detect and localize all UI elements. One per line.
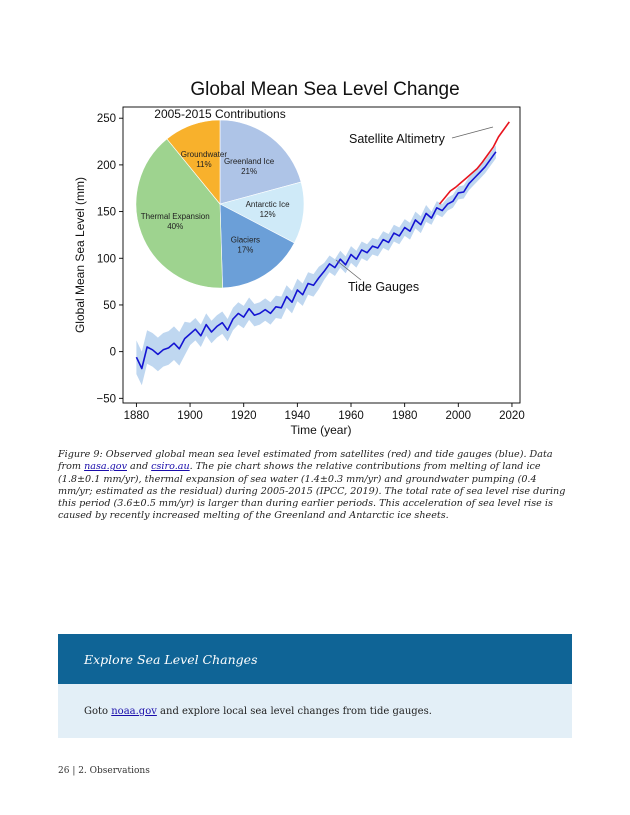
satellite-altimetry-line bbox=[438, 121, 510, 205]
tide-gauges-pointer bbox=[335, 259, 362, 281]
pie-label-antarctic-ice: Antarctic Ice bbox=[246, 200, 291, 209]
tide-gauge-line bbox=[135, 151, 497, 370]
pie-title: 2005-2015 Contributions bbox=[154, 107, 285, 121]
pie-percent-greenland-ice: 21% bbox=[241, 167, 257, 176]
explore-callout: Explore Sea Level Changes Goto noaa.gov … bbox=[58, 634, 572, 738]
x-tick-label: 1980 bbox=[392, 410, 418, 422]
x-tick-label: 1920 bbox=[231, 410, 257, 422]
x-tick-label: 1900 bbox=[177, 410, 203, 422]
pie-percent-thermal-expansion: 40% bbox=[167, 222, 183, 231]
caption-text-3: . The pie chart shows the relative contr… bbox=[58, 461, 566, 522]
pie-slice-groundwater bbox=[166, 119, 221, 205]
caption-text-1: Figure 9: Observed global mean sea level… bbox=[58, 449, 553, 473]
series-group bbox=[135, 121, 510, 370]
sea-level-chart: Global Mean Sea Level Change 1880 1900 192… bbox=[73, 79, 525, 437]
annotation-tide-gauges: Tide Gauges bbox=[348, 280, 419, 294]
figure-caption: Figure 9: Observed global mean sea level… bbox=[58, 449, 570, 523]
x-tick-label: 2000 bbox=[446, 410, 472, 422]
x-tick-label: 2020 bbox=[499, 410, 525, 422]
x-tick-label: 1880 bbox=[124, 410, 150, 422]
axes-group: 1880 1900 1920 1940 1960 1980 2000 2020 −50 0 50 10… bbox=[96, 113, 524, 422]
callout-text-pre: Goto bbox=[84, 705, 112, 717]
y-axis-label: Global Mean Sea Level (mm) bbox=[73, 177, 87, 333]
pie-slice-greenland-ice bbox=[219, 119, 302, 205]
nasa-link[interactable]: nasa.gov bbox=[84, 461, 127, 473]
callout-text-post: and explore local sea level changes from… bbox=[156, 705, 432, 717]
annotation-satellite-altimetry: Satellite Altimetry bbox=[349, 132, 446, 146]
satellite-altimetry-pointer bbox=[451, 126, 494, 139]
annotations: Satellite Altimetry Tide Gauges bbox=[335, 126, 494, 294]
pie-slice-antarctic-ice bbox=[219, 181, 305, 244]
y-tick-label: 50 bbox=[103, 300, 116, 312]
callout-body: Goto noaa.gov and explore local sea leve… bbox=[58, 684, 572, 738]
callout-title: Explore Sea Level Changes bbox=[84, 651, 258, 667]
csiro-link[interactable]: csiro.au bbox=[151, 461, 190, 473]
pie-slice-thermal-expansion bbox=[135, 138, 223, 289]
chart-title: Global Mean Sea Level Change bbox=[190, 79, 459, 100]
callout-header: Explore Sea Level Changes bbox=[58, 634, 572, 684]
noaa-link[interactable]: noaa.gov bbox=[111, 705, 157, 717]
pie-percent-antarctic-ice: 12% bbox=[260, 210, 276, 219]
x-tick-label: 1940 bbox=[285, 410, 311, 422]
y-tick-label: 250 bbox=[97, 113, 116, 125]
pie-slice-glaciers bbox=[219, 203, 295, 289]
y-tick-label: 0 bbox=[110, 347, 116, 359]
pie-label-thermal-expansion: Thermal Expansion bbox=[141, 212, 210, 221]
pie-percent-glaciers: 17% bbox=[237, 246, 253, 255]
page-footer: 26 | 2. Observations bbox=[58, 766, 150, 776]
y-tick-label: 100 bbox=[97, 253, 116, 265]
pie-label-greenland-ice: Greenland Ice bbox=[224, 157, 275, 166]
pie-percent-groundwater: 11% bbox=[196, 160, 211, 169]
pie-label-glaciers: Glaciers bbox=[231, 236, 260, 245]
x-tick-label: 1960 bbox=[338, 410, 364, 422]
pie-label-groundwater: Groundwater bbox=[181, 150, 228, 159]
y-tick-label: 150 bbox=[97, 207, 116, 219]
callout-text: Goto noaa.gov and explore local sea leve… bbox=[84, 706, 432, 717]
caption-text-2: and bbox=[127, 461, 152, 473]
plot-frame bbox=[122, 106, 521, 404]
y-tick-label: 200 bbox=[97, 160, 116, 172]
uncertainty-band-group bbox=[136, 145, 496, 386]
y-tick-label: −50 bbox=[96, 393, 116, 405]
tide-gauge-uncertainty-band bbox=[136, 145, 496, 386]
x-axis-label: Time (year) bbox=[291, 423, 352, 437]
